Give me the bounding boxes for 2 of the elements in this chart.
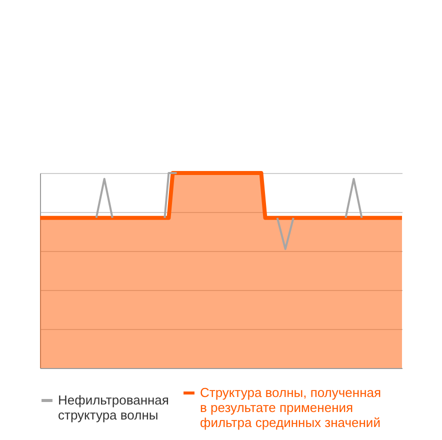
legend-label: Нефильтрованная структура волны [58,392,169,422]
legend-label: Структура волны, полученная в результате применения фильтра срединных значений [200,385,382,430]
